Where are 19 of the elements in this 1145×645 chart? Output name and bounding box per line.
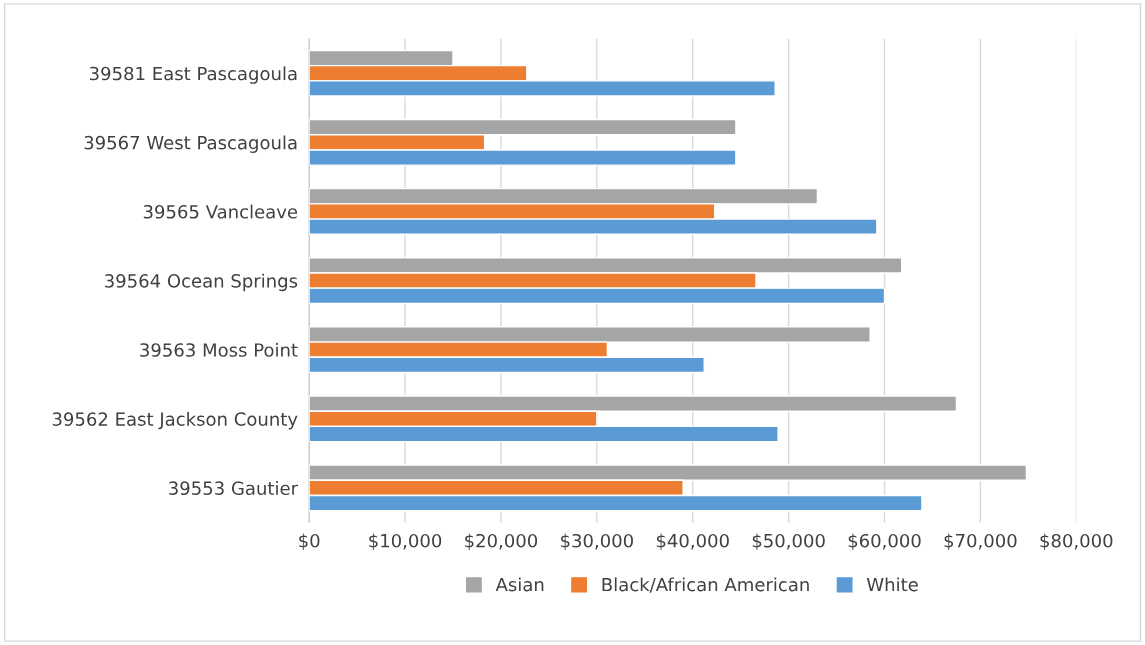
x-tick-label: $20,000 — [465, 533, 538, 550]
y-tick-label: 39565 Vancleave — [143, 204, 298, 219]
y-tick-label: 39553 Gautier — [169, 481, 299, 496]
legend-label: White — [866, 577, 918, 592]
x-tick-label: $50,000 — [752, 533, 825, 550]
y-tick-label: 39563 Moss Point — [140, 342, 298, 357]
x-tick-label: $70,000 — [944, 533, 1017, 550]
y-tick-label: 39564 Ocean Springs — [105, 273, 298, 292]
x-tick-label: $40,000 — [656, 533, 729, 550]
x-tick-label: $60,000 — [848, 533, 921, 550]
y-tick-label: 39562 East Jackson County — [52, 411, 298, 430]
y-tick-label: 39567 West Pascagoula — [84, 135, 297, 153]
x-tick-label: $0 — [299, 533, 320, 550]
legend-label: Asian — [495, 577, 544, 592]
x-tick-label: $10,000 — [369, 533, 442, 550]
x-tick-label: $30,000 — [561, 533, 633, 550]
y-tick-label: 39581 East Pascagoula — [89, 66, 297, 84]
x-tick-label: $80,000 — [1040, 533, 1113, 550]
legend-label: Black/African American — [602, 577, 809, 593]
